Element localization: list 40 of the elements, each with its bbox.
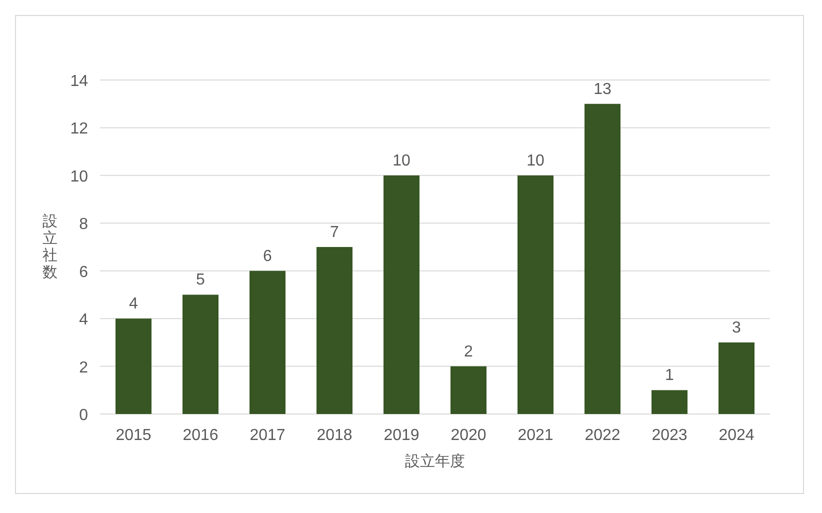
- data-label: 3: [732, 319, 742, 336]
- bar: [116, 318, 152, 414]
- bar: [584, 104, 620, 414]
- bar: [182, 294, 218, 414]
- bar: [250, 270, 286, 414]
- data-label: 7: [330, 224, 340, 241]
- x-tick-label: 2024: [718, 427, 754, 444]
- x-tick-label: 2019: [384, 427, 420, 444]
- data-label: 2: [464, 343, 474, 360]
- x-tick-label: 2017: [250, 427, 286, 444]
- x-tick-label: 2021: [518, 427, 554, 444]
- y-tick-label: 12: [70, 120, 88, 138]
- y-tick-label: 8: [79, 216, 88, 234]
- x-tick-label: 2016: [182, 427, 218, 444]
- data-label: 10: [392, 152, 410, 170]
- y-axis-title: 設立社数: [42, 213, 58, 281]
- x-tick-label: 2015: [116, 427, 152, 444]
- x-tick-label: 2018: [316, 427, 352, 444]
- y-tick-label: 14: [70, 73, 88, 90]
- bar: [518, 175, 554, 414]
- data-label: 10: [526, 152, 544, 170]
- y-tick-label: 10: [70, 168, 88, 186]
- data-label: 13: [594, 80, 612, 98]
- data-label: 5: [196, 272, 206, 289]
- x-tick-label: 2022: [584, 427, 620, 444]
- bar: [450, 366, 486, 414]
- data-label: 4: [129, 296, 138, 313]
- data-label: 6: [263, 248, 272, 265]
- y-tick-label: 6: [79, 264, 88, 281]
- y-tick-label: 2: [79, 359, 88, 376]
- x-tick-label: 2023: [652, 427, 688, 444]
- bar: [384, 175, 420, 414]
- x-tick-label: 2020: [450, 427, 486, 444]
- x-axis-title: 設立年度: [405, 453, 465, 470]
- y-tick-label: 0: [79, 407, 88, 424]
- bar: [652, 390, 688, 414]
- bar: [316, 247, 352, 414]
- y-tick-label: 4: [79, 312, 88, 329]
- bar: [718, 342, 754, 414]
- data-label: 1: [665, 367, 674, 384]
